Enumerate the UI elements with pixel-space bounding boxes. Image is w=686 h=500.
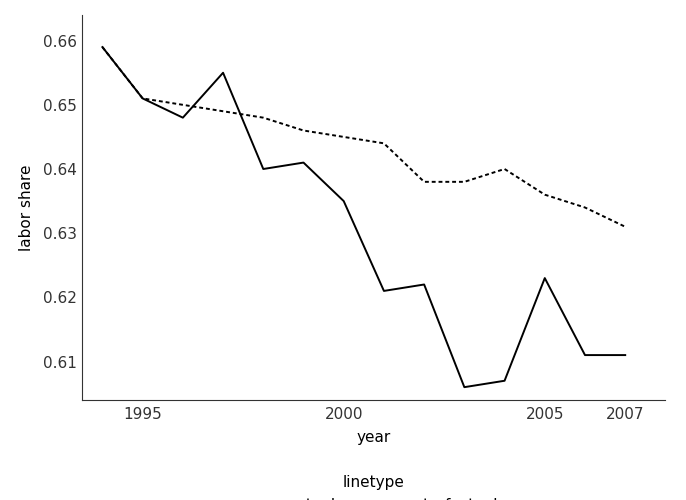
Legend: actual, counterfactual: actual, counterfactual [244,469,504,500]
Y-axis label: labor share: labor share [19,164,34,251]
X-axis label: year: year [357,430,391,446]
